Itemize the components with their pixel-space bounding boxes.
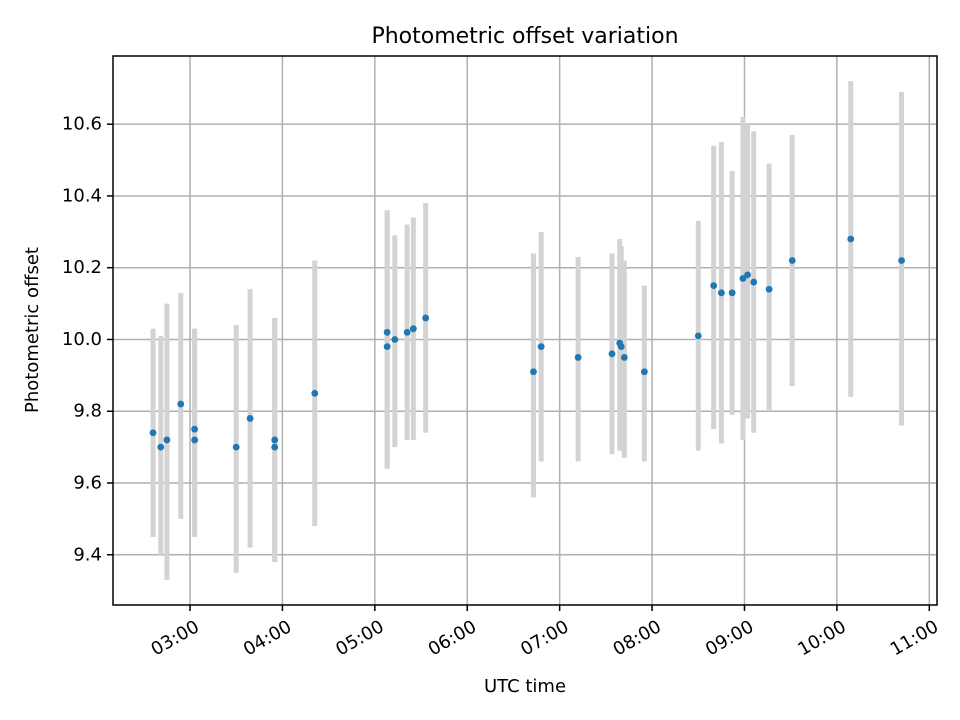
y-tick-label: 10.2 [62, 257, 102, 278]
data-point [744, 271, 751, 279]
data-point [717, 289, 725, 297]
chart-title: Photometric offset variation [371, 24, 678, 49]
point-layer [149, 235, 905, 451]
data-point [608, 350, 616, 358]
data-point [177, 400, 185, 408]
data-point [728, 289, 736, 297]
y-tick-label: 10.4 [62, 185, 102, 206]
plot-frame [112, 55, 938, 606]
data-point [617, 343, 625, 351]
y-axis-label: Photometric offset [22, 247, 43, 413]
data-point [847, 235, 855, 243]
data-point [157, 443, 165, 451]
data-point [232, 443, 240, 451]
data-point [765, 285, 773, 293]
data-point [403, 328, 411, 336]
data-point [149, 429, 157, 437]
data-point [163, 436, 171, 444]
data-point [898, 257, 905, 264]
data-point [383, 343, 391, 351]
x-axis-label: UTC time [484, 676, 566, 697]
data-point [191, 436, 199, 444]
data-point [710, 282, 718, 290]
data-point [409, 325, 417, 333]
data-point [271, 436, 279, 444]
data-point [620, 354, 628, 361]
data-point [739, 275, 747, 282]
data-point [191, 425, 199, 433]
y-tick-label: 10.0 [62, 329, 102, 350]
y-tick-label: 9.4 [73, 544, 102, 565]
data-point [311, 389, 319, 397]
data-point [640, 368, 648, 376]
data-point [271, 443, 279, 451]
data-point [788, 257, 796, 264]
data-point [750, 278, 758, 286]
data-point [530, 368, 537, 376]
data-point [422, 314, 430, 322]
data-point [574, 354, 582, 361]
y-tick-label: 10.6 [62, 114, 102, 135]
data-point [391, 336, 399, 343]
data-point [537, 343, 545, 351]
data-point [383, 328, 391, 336]
data-point [694, 332, 702, 340]
y-tick-label: 9.8 [73, 401, 102, 422]
data-point [246, 415, 254, 422]
y-tick-label: 9.6 [73, 473, 102, 494]
